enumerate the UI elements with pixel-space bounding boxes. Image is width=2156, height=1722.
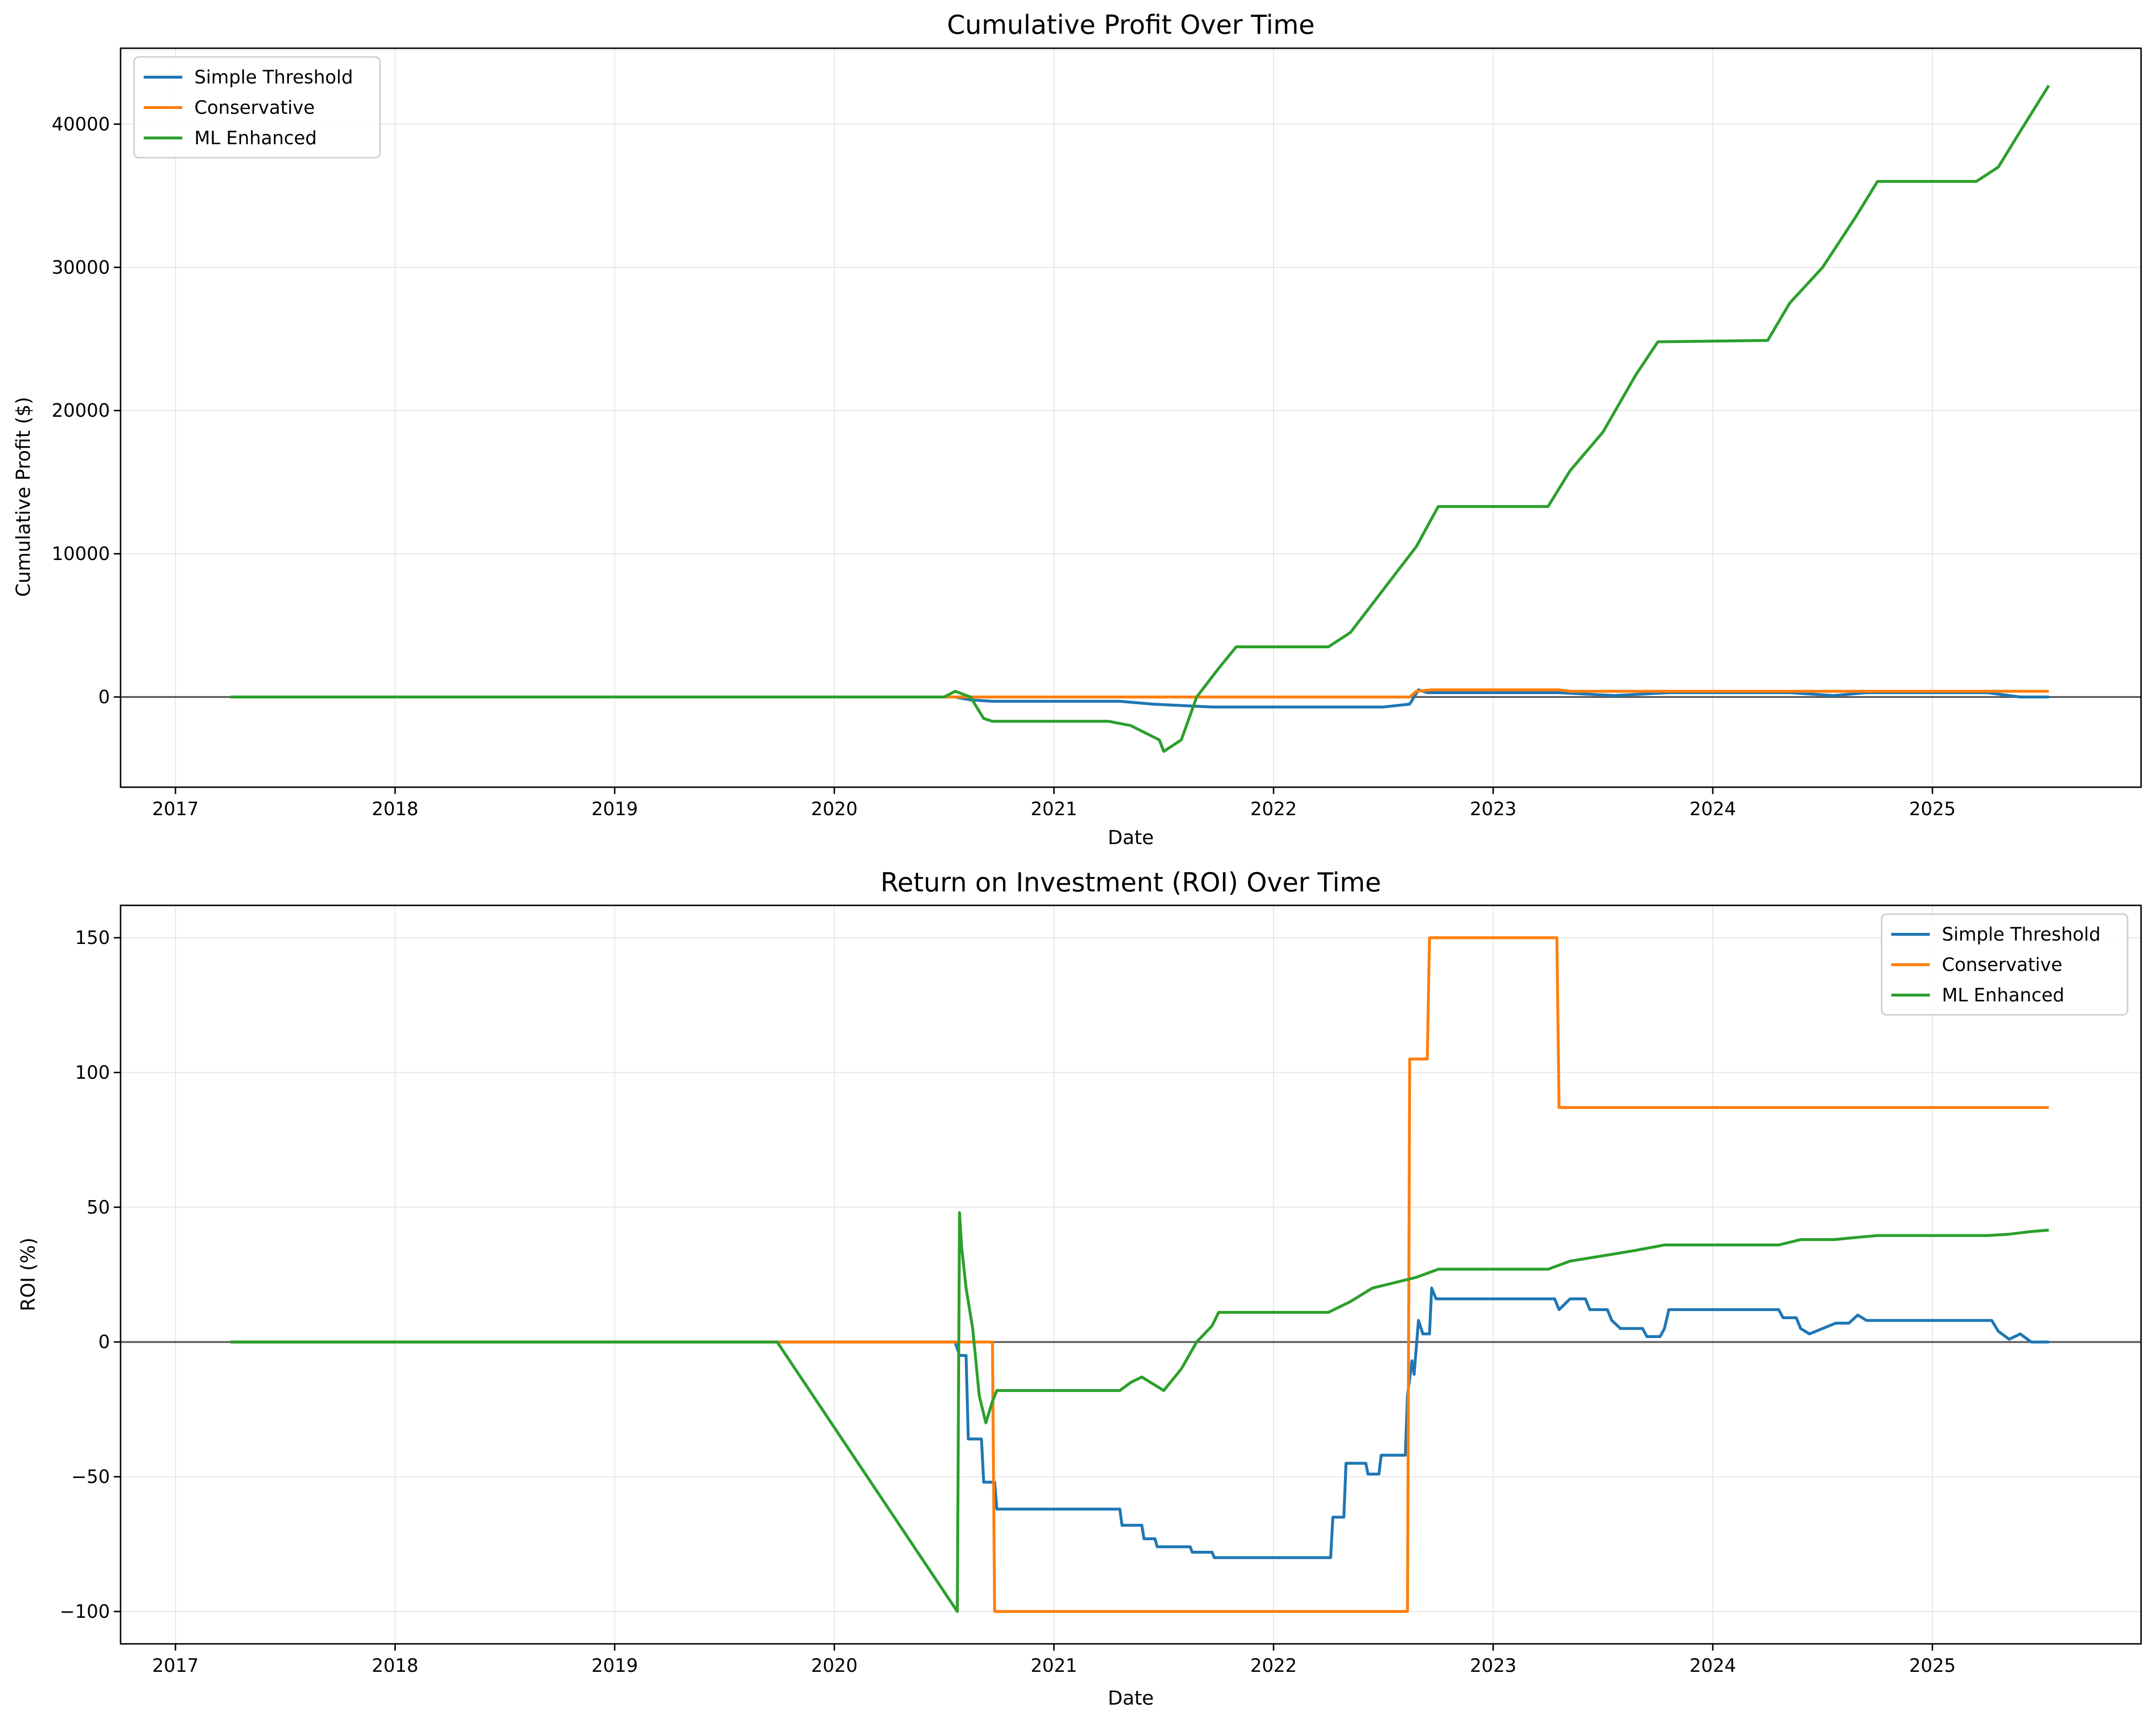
series-line-simple-threshold — [230, 1286, 2049, 1559]
legend-label: ML Enhanced — [194, 127, 317, 149]
y-tick-label: 0 — [98, 686, 110, 708]
x-tick-label: 2018 — [372, 798, 419, 820]
series-line-conservative — [230, 936, 2049, 1613]
x-tick-label: 2025 — [1909, 1655, 1956, 1676]
legend-box — [1881, 913, 2129, 1016]
y-ticks: 0 10000 20000 30000 40000 — [52, 113, 121, 708]
x-tick-label: 2023 — [1470, 798, 1517, 820]
x-tick-label: 2019 — [591, 1655, 638, 1676]
x-tick-label: 2022 — [1250, 798, 1297, 820]
x-tick-label: 2021 — [1031, 798, 1077, 820]
x-tick-label: 2024 — [1690, 798, 1736, 820]
x-ticks: 2017 2018 2019 2020 2021 2022 2023 2024 2025 — [152, 787, 1956, 820]
x-tick-label: 2021 — [1031, 1655, 1077, 1676]
chart-roi: Return on Investment (ROI) Over Time Dat… — [17, 867, 2142, 1709]
y-tick-label: 40000 — [52, 113, 110, 135]
y-tick-label: 0 — [98, 1331, 110, 1353]
chart-title: Return on Investment (ROI) Over Time — [881, 867, 1381, 898]
y-axis-label: ROI (%) — [17, 1237, 40, 1311]
x-tick-label: 2017 — [152, 1655, 199, 1676]
x-tick-label: 2017 — [152, 798, 199, 820]
legend-label: Simple Threshold — [194, 67, 353, 88]
x-tick-label: 2022 — [1250, 1655, 1297, 1676]
y-tick-label: 50 — [87, 1197, 110, 1218]
y-tick-label: 150 — [75, 927, 110, 948]
legend: Simple Threshold Conservative ML Enhanced — [1881, 913, 2129, 1016]
series-line-conservative — [230, 688, 2049, 698]
chart-title: Cumulative Profit Over Time — [947, 10, 1315, 40]
y-tick-label: −50 — [71, 1466, 110, 1488]
legend-label: Conservative — [194, 97, 315, 118]
legend-box — [133, 56, 381, 159]
x-tick-label: 2018 — [372, 1655, 419, 1676]
x-tick-label: 2024 — [1690, 1655, 1736, 1676]
plot-frame — [120, 47, 2142, 788]
y-tick-label: −100 — [60, 1601, 110, 1622]
legend-label: Simple Threshold — [1942, 924, 2101, 945]
y-tick-label: 10000 — [52, 543, 110, 564]
y-ticks: −100 −50 0 50 100 150 — [60, 927, 121, 1622]
series-line-ml-enhanced — [230, 84, 2050, 753]
x-ticks: 2017 2018 2019 2020 2021 2022 2023 2024 2025 — [152, 1644, 1956, 1676]
legend-label: ML Enhanced — [1942, 984, 2064, 1006]
series-lines — [230, 84, 2050, 753]
x-axis-label: Date — [1108, 827, 1154, 849]
y-tick-label: 30000 — [52, 257, 110, 278]
chart-cumulative-profit: Cumulative Profit Over Time Date Cumulat… — [13, 10, 2142, 849]
series-line-ml-enhanced — [230, 1211, 2049, 1613]
legend-label: Conservative — [1942, 954, 2062, 975]
x-tick-label: 2019 — [591, 798, 638, 820]
x-tick-label: 2025 — [1909, 798, 1956, 820]
y-axis-label: Cumulative Profit ($) — [13, 397, 35, 597]
x-tick-label: 2020 — [811, 798, 858, 820]
x-tick-label: 2020 — [811, 1655, 858, 1676]
x-axis-label: Date — [1108, 1687, 1154, 1709]
x-tick-label: 2023 — [1470, 1655, 1517, 1676]
series-lines — [230, 936, 2049, 1613]
y-tick-label: 100 — [75, 1062, 110, 1083]
legend: Simple Threshold Conservative ML Enhanced — [133, 56, 381, 159]
plot-frame — [120, 904, 2142, 1645]
y-tick-label: 20000 — [52, 400, 110, 421]
